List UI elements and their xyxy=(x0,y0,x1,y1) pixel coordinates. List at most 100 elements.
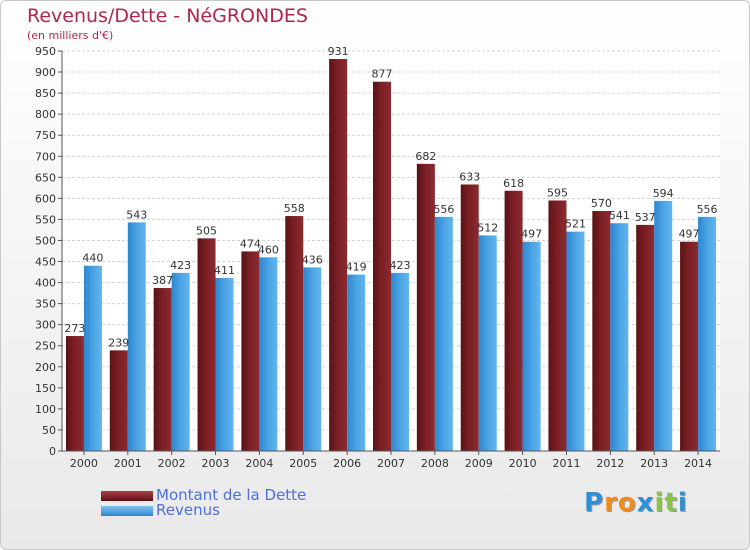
y-tick-label: 550 xyxy=(35,213,56,226)
proxiti-logo: Proxiti xyxy=(584,488,688,518)
bar-revenue-2008 xyxy=(434,216,453,451)
x-tick-label-2004: 2004 xyxy=(245,457,273,470)
bar-debt-2014 xyxy=(680,241,699,451)
bar-revenue-2014 xyxy=(698,216,717,451)
data-label-revenue-2013: 594 xyxy=(653,187,674,200)
bar-revenue-2012 xyxy=(610,223,629,451)
y-tick-label: 800 xyxy=(35,108,56,121)
bar-debt-2002 xyxy=(153,288,172,451)
y-tick-label: 150 xyxy=(35,382,56,395)
legend-label-debt: Montant de la Dette xyxy=(156,486,307,504)
bar-revenue-2010 xyxy=(522,241,541,451)
data-label-debt-2004: 474 xyxy=(240,237,261,250)
data-label-debt-2011: 595 xyxy=(547,186,568,199)
data-label-revenue-2014: 556 xyxy=(697,203,718,216)
bar-debt-2010 xyxy=(504,190,523,451)
bar-debt-2006 xyxy=(329,59,348,451)
y-tick-label: 300 xyxy=(35,319,56,332)
x-tick-label-2011: 2011 xyxy=(552,457,580,470)
data-label-revenue-2005: 436 xyxy=(302,253,323,266)
data-label-debt-2013: 537 xyxy=(635,211,656,224)
x-tick-label-2007: 2007 xyxy=(377,457,405,470)
bar-debt-2000 xyxy=(65,336,84,451)
x-tick-label-2012: 2012 xyxy=(596,457,624,470)
bar-debt-2003 xyxy=(197,238,216,451)
bar-revenue-2013 xyxy=(654,200,673,451)
bar-revenue-2007 xyxy=(391,272,409,451)
y-tick-label: 250 xyxy=(35,340,56,353)
chart-subtitle: (en milliers d'€) xyxy=(27,29,114,42)
bar-debt-2009 xyxy=(460,184,479,451)
bar-debt-2013 xyxy=(636,224,655,451)
data-label-revenue-2004: 460 xyxy=(258,243,279,256)
data-label-revenue-2011: 521 xyxy=(565,218,586,231)
y-tick-label: 950 xyxy=(35,45,56,58)
data-label-revenue-2009: 512 xyxy=(477,221,498,234)
data-label-debt-2003: 505 xyxy=(196,224,217,237)
y-tick-label: 50 xyxy=(42,424,56,437)
data-label-debt-2005: 558 xyxy=(284,202,305,215)
data-label-revenue-2010: 497 xyxy=(521,228,542,241)
data-label-debt-2006: 931 xyxy=(328,45,349,58)
bar-revenue-2004 xyxy=(259,257,278,451)
x-tick-label-2005: 2005 xyxy=(289,457,317,470)
logo-letter: i xyxy=(654,488,665,518)
data-label-revenue-2001: 543 xyxy=(126,208,147,221)
bar-revenue-2000 xyxy=(83,265,102,451)
bar-debt-2001 xyxy=(109,350,128,451)
x-tick-label-2001: 2001 xyxy=(114,457,142,470)
data-label-revenue-2003: 411 xyxy=(214,264,235,277)
bar-revenue-2006 xyxy=(347,274,366,451)
y-tick-label: 200 xyxy=(35,361,56,374)
x-tick-label-2009: 2009 xyxy=(465,457,493,470)
bar-revenue-2002 xyxy=(171,272,190,451)
logo-letter: P xyxy=(584,488,605,518)
data-label-revenue-2002: 423 xyxy=(170,259,191,272)
legend-label-revenue: Revenus xyxy=(156,501,220,519)
data-label-debt-2007: 877 xyxy=(372,68,393,81)
bar-revenue-2003 xyxy=(215,277,234,451)
y-tick-label: 900 xyxy=(35,66,56,79)
logo-letter: x xyxy=(636,488,655,518)
bar-debt-2007 xyxy=(373,81,391,451)
logo-letter: r xyxy=(604,488,618,518)
y-tick-label: 500 xyxy=(35,234,56,247)
y-tick-label: 700 xyxy=(35,150,56,163)
x-tick-label-2014: 2014 xyxy=(684,457,712,470)
data-label-debt-2002: 387 xyxy=(152,274,173,287)
bar-debt-2012 xyxy=(592,211,611,451)
bar-debt-2005 xyxy=(285,216,304,451)
y-tick-label: 350 xyxy=(35,298,56,311)
bar-revenue-2011 xyxy=(566,231,585,451)
bar-debt-2004 xyxy=(241,251,260,451)
data-label-debt-2008: 682 xyxy=(415,150,436,163)
y-tick-label: 450 xyxy=(35,256,56,269)
data-label-debt-2012: 570 xyxy=(591,197,612,210)
legend-swatch-revenue xyxy=(101,506,153,516)
y-tick-label: 850 xyxy=(35,87,56,100)
data-label-revenue-2012: 541 xyxy=(609,209,630,222)
bar-revenue-2005 xyxy=(303,267,322,451)
chart-title: Revenus/Dette - NéGRONDES xyxy=(27,5,308,27)
data-label-debt-2001: 239 xyxy=(108,336,129,349)
y-tick-label: 0 xyxy=(49,445,56,458)
x-tick-label-2010: 2010 xyxy=(509,457,537,470)
data-label-revenue-2008: 556 xyxy=(433,203,454,216)
y-tick-label: 600 xyxy=(35,192,56,205)
logo-letter: t xyxy=(664,488,678,518)
x-tick-label-2000: 2000 xyxy=(70,457,98,470)
data-label-revenue-2000: 440 xyxy=(82,252,103,265)
logo-letter: i xyxy=(677,488,688,518)
x-tick-label-2003: 2003 xyxy=(202,457,230,470)
data-label-revenue-2006: 419 xyxy=(346,261,367,274)
y-tick-label: 400 xyxy=(35,277,56,290)
legend-swatch-debt xyxy=(101,491,153,501)
bar-debt-2011 xyxy=(548,200,567,451)
x-tick-label-2006: 2006 xyxy=(333,457,361,470)
bar-revenue-2001 xyxy=(127,222,146,451)
y-tick-label: 650 xyxy=(35,171,56,184)
data-label-revenue-2007: 423 xyxy=(390,259,411,272)
x-tick-label-2008: 2008 xyxy=(421,457,449,470)
